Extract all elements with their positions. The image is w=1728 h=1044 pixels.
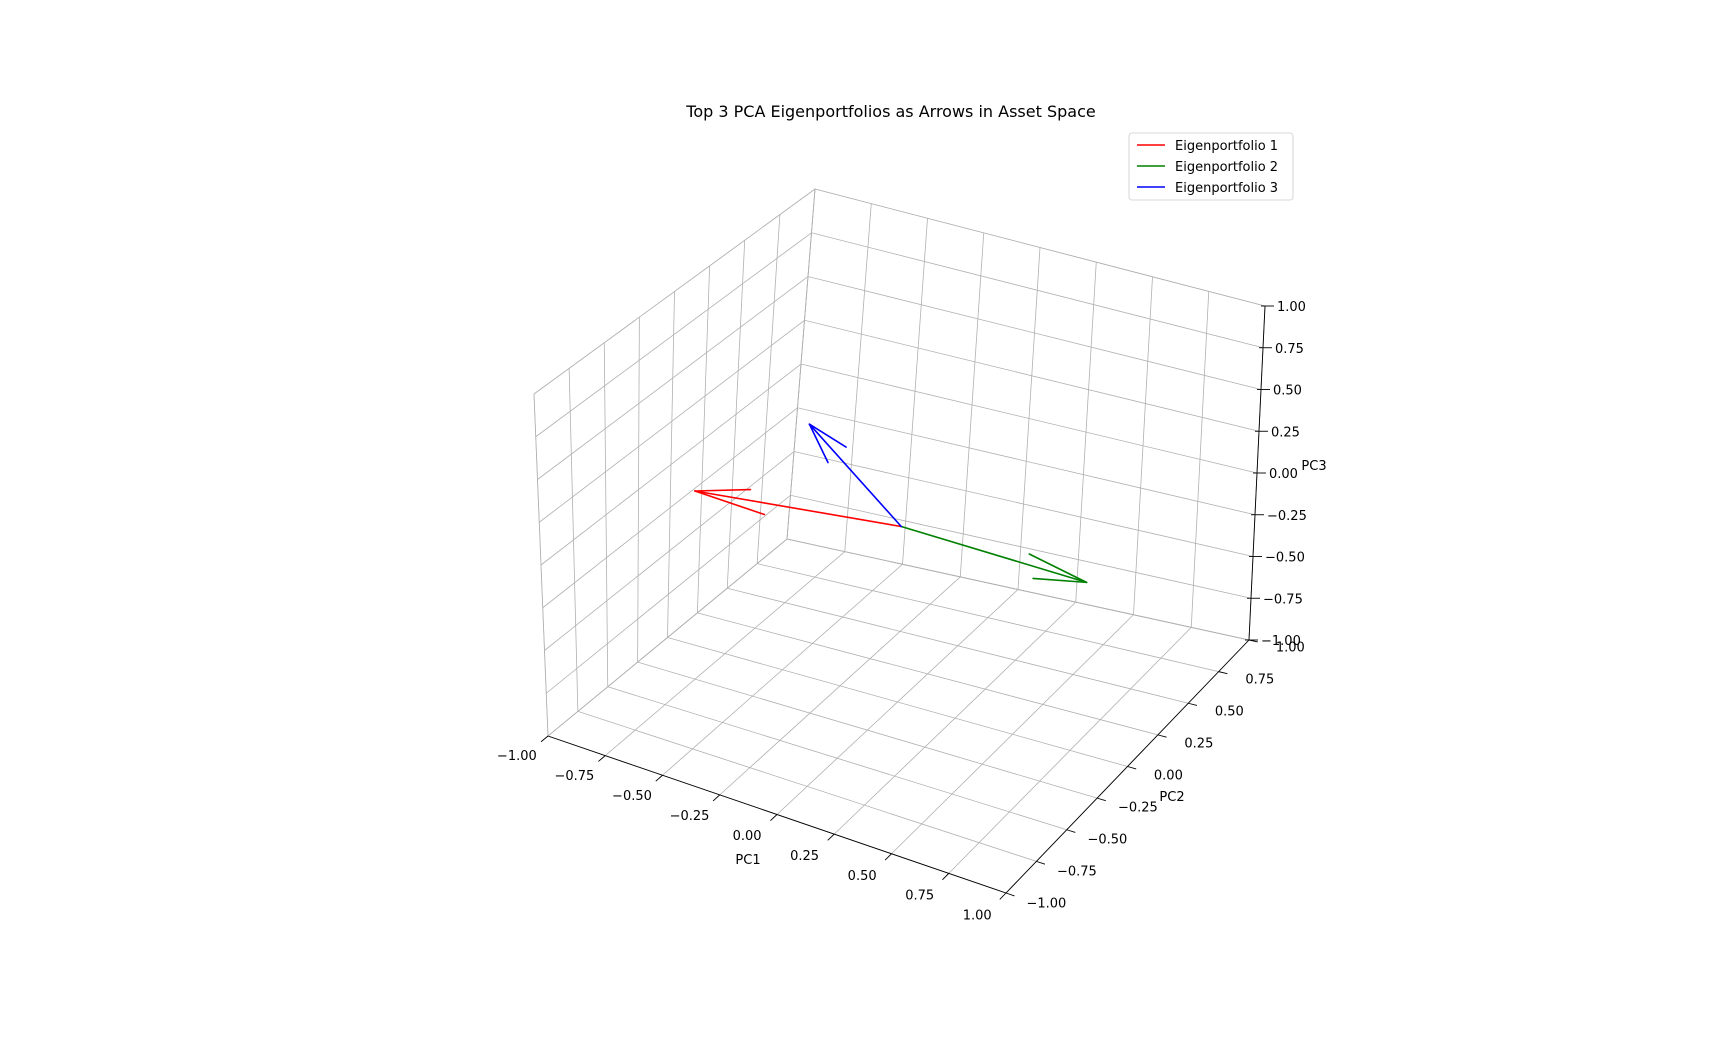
eigenportfolio-3-head-left bbox=[808, 423, 847, 448]
y-tick-mark bbox=[1005, 892, 1015, 897]
x-grid-line bbox=[776, 247, 1041, 815]
back-pane bbox=[786, 188, 1266, 641]
y-tick-mark bbox=[1127, 766, 1137, 770]
z-tick-label: −0.50 bbox=[1265, 551, 1305, 566]
x-tick-mark bbox=[884, 853, 892, 861]
x-grid-line bbox=[891, 276, 1153, 855]
y-tick-mark bbox=[1188, 702, 1198, 706]
eigenportfolio-2-arrow bbox=[900, 525, 1088, 584]
x-tick-label: −0.25 bbox=[670, 809, 710, 824]
y-tick-label: −0.75 bbox=[1057, 865, 1097, 880]
legend: Eigenportfolio 1 Eigenportfolio 2 Eigenp… bbox=[1128, 132, 1294, 201]
y-grid-line bbox=[786, 188, 1250, 641]
eigenportfolio-1-head-left bbox=[694, 488, 752, 492]
x-tick-label: 0.75 bbox=[905, 889, 934, 904]
y-tick-mark bbox=[1157, 734, 1167, 738]
y-tick-label: 1.00 bbox=[1276, 640, 1305, 655]
x-axis-label: PC1 bbox=[735, 853, 760, 868]
x-tick-mark bbox=[540, 735, 549, 743]
x-grid-line bbox=[662, 218, 928, 776]
y-tick-label: 0.00 bbox=[1154, 769, 1183, 784]
y-tick-label: −0.25 bbox=[1118, 801, 1158, 816]
eigenportfolio-3-shaft bbox=[808, 423, 903, 528]
x-tick-mark bbox=[942, 873, 950, 881]
z-tick-label: 1.00 bbox=[1277, 300, 1306, 315]
z-grid-line bbox=[533, 188, 1266, 395]
x-tick-mark bbox=[712, 794, 721, 802]
z-tick-label: −1.00 bbox=[1261, 634, 1301, 649]
legend-label-eigenportfolio-2: Eigenportfolio 2 bbox=[1175, 160, 1278, 175]
y-grid-line bbox=[696, 265, 1158, 736]
x-tick-label: −0.50 bbox=[612, 789, 652, 804]
z-grid-line bbox=[544, 451, 1254, 651]
z-grid-line bbox=[540, 363, 1258, 566]
z-tick-label: −0.75 bbox=[1263, 592, 1303, 607]
y-tick-label: −1.00 bbox=[1026, 897, 1066, 912]
y-grid-line bbox=[603, 342, 1067, 831]
z-grid-line bbox=[547, 538, 1250, 737]
eigenportfolio-1-arrow bbox=[694, 488, 903, 528]
y-tick-label: −0.50 bbox=[1087, 833, 1127, 848]
eigenportfolio-1-head-right bbox=[694, 490, 766, 516]
x-grid-line bbox=[833, 262, 1097, 835]
z-tick-label: −0.25 bbox=[1267, 509, 1307, 524]
y-tick-label: 0.75 bbox=[1245, 672, 1274, 687]
y-tick-mark bbox=[1248, 639, 1258, 643]
y-axis-label: PC2 bbox=[1159, 790, 1184, 805]
axes-panes bbox=[533, 188, 1266, 894]
legend-label-eigenportfolio-1: Eigenportfolio 1 bbox=[1175, 139, 1278, 154]
grid-lines bbox=[533, 188, 1266, 894]
y-tick-label: 0.25 bbox=[1184, 737, 1213, 752]
x-tick-label: −1.00 bbox=[497, 749, 537, 764]
x-tick-label: 0.00 bbox=[733, 829, 762, 844]
y-grid-line bbox=[667, 291, 1128, 767]
y-tick-mark bbox=[1066, 829, 1076, 833]
x-tick-mark bbox=[827, 833, 835, 841]
z-tick-label: 0.50 bbox=[1273, 384, 1302, 399]
eigenportfolio-arrows bbox=[694, 423, 1088, 584]
x-grid-line bbox=[604, 203, 872, 756]
y-tick-mark bbox=[1096, 797, 1106, 802]
x-grid-line bbox=[719, 232, 985, 796]
x-grid-line bbox=[547, 188, 816, 737]
x-tick-label: 0.50 bbox=[848, 869, 877, 884]
eigenportfolio-3-arrow bbox=[808, 423, 903, 528]
y-grid-line bbox=[533, 393, 1007, 894]
eigenportfolio-3-head-right bbox=[808, 423, 829, 464]
x-tick-mark bbox=[598, 755, 606, 762]
eigenportfolio-2-shaft bbox=[900, 525, 1088, 584]
z-axis-label: PC3 bbox=[1301, 459, 1326, 474]
z-tick-label: 0.00 bbox=[1269, 467, 1298, 482]
y-grid-line bbox=[756, 214, 1219, 673]
x-tick-mark bbox=[655, 774, 663, 782]
eigenportfolio-1-shaft bbox=[694, 490, 903, 528]
bottom-pane bbox=[547, 538, 1250, 894]
y-tick-mark bbox=[1036, 860, 1046, 865]
y-grid-line bbox=[568, 368, 1037, 862]
y-grid-line bbox=[726, 240, 1189, 704]
x-tick-label: −0.75 bbox=[554, 769, 594, 784]
x-tick-mark bbox=[999, 892, 1007, 900]
y-tick-label: 0.50 bbox=[1215, 705, 1244, 720]
eigenportfolio-2-head-right bbox=[1028, 553, 1088, 584]
z-tick-label: 0.25 bbox=[1271, 425, 1300, 440]
x-tick-mark bbox=[770, 814, 778, 821]
y-grid-line bbox=[637, 317, 1098, 799]
z-grid-line bbox=[537, 276, 1262, 480]
legend-label-eigenportfolio-3: Eigenportfolio 3 bbox=[1175, 181, 1278, 196]
z-tick-label: 0.75 bbox=[1275, 342, 1304, 357]
x-tick-label: 0.25 bbox=[790, 849, 819, 864]
z-grid-line bbox=[545, 494, 1252, 694]
eigenportfolio-2-head-left bbox=[1032, 577, 1088, 584]
z-grid-line bbox=[539, 319, 1260, 523]
y-tick-mark bbox=[1218, 671, 1228, 675]
legend-box bbox=[1128, 132, 1294, 201]
x-tick-label: 1.00 bbox=[963, 909, 992, 924]
z-grid-line bbox=[535, 232, 1264, 438]
tick-marks-and-labels: −1.00 −1.00 −1.00 −0.75 −0.75 −0.75 −0.50 −0.50… bbox=[497, 300, 1307, 924]
chart-title: Top 3 PCA Eigenportfolios as Arrows in A… bbox=[685, 102, 1095, 121]
